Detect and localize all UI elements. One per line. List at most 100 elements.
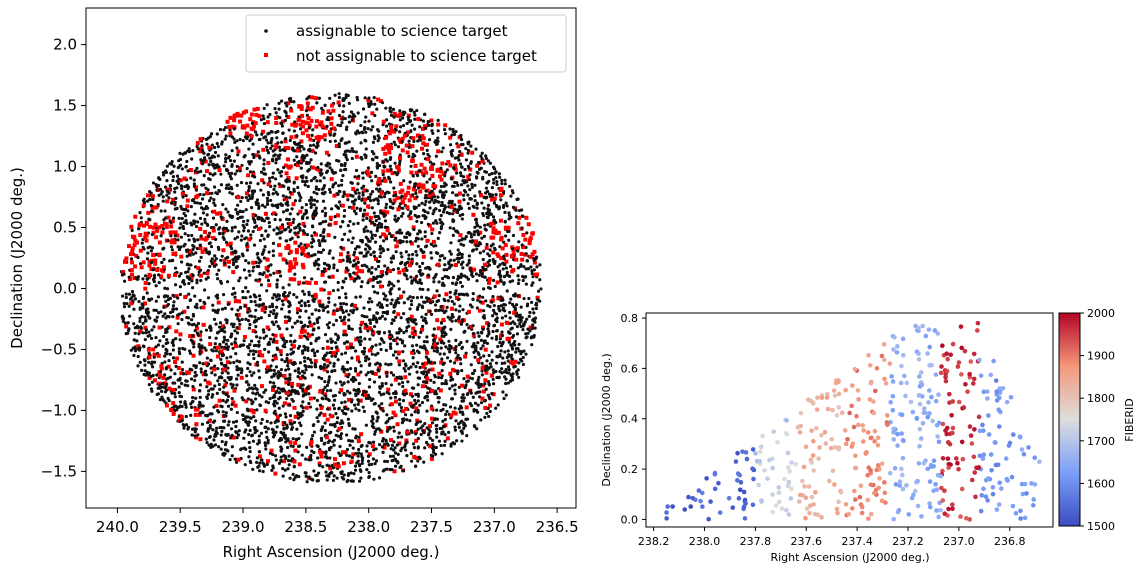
assignable-point: [288, 196, 291, 199]
assignable-point: [280, 122, 283, 125]
assignable-point: [346, 251, 349, 254]
assignable-point: [463, 396, 466, 399]
assignable-point: [370, 271, 373, 274]
assignable-point: [332, 323, 335, 326]
assignable-point: [443, 311, 446, 314]
assignable-point: [362, 218, 365, 221]
assignable-point: [235, 146, 238, 149]
assignable-point: [408, 373, 411, 376]
assignable-point: [420, 315, 423, 318]
assignable-point: [264, 447, 267, 450]
not-assignable-point: [396, 312, 400, 316]
assignable-point: [281, 124, 284, 127]
assignable-point: [441, 408, 444, 411]
assignable-point: [336, 421, 339, 424]
assignable-point: [391, 416, 394, 419]
assignable-point: [260, 283, 263, 286]
assignable-point: [322, 200, 325, 203]
assignable-point: [224, 153, 227, 156]
assignable-point: [435, 289, 438, 292]
assignable-point: [443, 263, 446, 266]
assignable-point: [204, 207, 207, 210]
assignable-point: [363, 202, 366, 205]
assignable-point: [469, 144, 472, 147]
not-assignable-point: [153, 262, 157, 266]
assignable-point: [263, 465, 266, 468]
assignable-point: [530, 336, 533, 339]
assignable-point: [287, 294, 290, 297]
assignable-point: [174, 365, 177, 368]
assignable-point: [163, 360, 166, 363]
assignable-point: [440, 185, 443, 188]
not-assignable-point: [454, 412, 458, 416]
assignable-point: [452, 167, 455, 170]
assignable-point: [458, 357, 461, 360]
assignable-point: [280, 100, 283, 103]
assignable-point: [358, 245, 361, 248]
assignable-point: [181, 167, 184, 170]
assignable-point: [508, 185, 511, 188]
assignable-point: [127, 329, 130, 332]
assignable-point: [289, 212, 292, 215]
assignable-point: [303, 364, 306, 367]
assignable-point: [336, 269, 339, 272]
assignable-point: [343, 473, 346, 476]
assignable-point: [475, 272, 478, 275]
assignable-point: [144, 318, 147, 321]
assignable-point: [317, 420, 320, 423]
assignable-point: [488, 354, 491, 357]
assignable-point: [159, 383, 162, 386]
assignable-point: [293, 129, 296, 132]
assignable-point: [226, 169, 229, 172]
assignable-point: [415, 280, 418, 283]
assignable-point: [343, 153, 346, 156]
not-assignable-point: [262, 359, 266, 363]
assignable-point: [242, 437, 245, 440]
assignable-point: [483, 382, 486, 385]
not-assignable-point: [261, 308, 265, 312]
assignable-point: [381, 440, 384, 443]
assignable-point: [278, 116, 281, 119]
not-assignable-point: [440, 161, 444, 165]
assignable-point: [489, 287, 492, 290]
assignable-point: [251, 468, 254, 471]
assignable-point: [421, 325, 424, 328]
assignable-point: [190, 234, 193, 237]
assignable-point: [255, 304, 258, 307]
assignable-point: [362, 107, 365, 110]
assignable-point: [160, 234, 163, 237]
assignable-point: [248, 370, 251, 373]
assignable-point: [389, 468, 392, 471]
assignable-point: [406, 318, 409, 321]
assignable-point: [478, 241, 481, 244]
assignable-point: [213, 254, 216, 257]
assignable-point: [376, 412, 379, 415]
assignable-point: [225, 184, 228, 187]
assignable-point: [435, 155, 438, 158]
assignable-point: [226, 210, 229, 213]
not-assignable-point: [411, 159, 415, 163]
assignable-point: [524, 275, 527, 278]
assignable-point: [216, 297, 219, 300]
assignable-point: [533, 319, 536, 322]
assignable-point: [466, 184, 469, 187]
not-assignable-point: [333, 457, 337, 461]
assignable-point: [218, 388, 221, 391]
assignable-point: [373, 211, 376, 214]
assignable-point: [402, 124, 405, 127]
not-assignable-point: [308, 281, 312, 285]
assignable-point: [276, 279, 279, 282]
assignable-point: [418, 366, 421, 369]
assignable-point: [435, 446, 438, 449]
not-assignable-point: [423, 167, 427, 171]
assignable-point: [440, 382, 443, 385]
not-assignable-point: [157, 354, 161, 358]
assignable-point: [385, 125, 388, 128]
assignable-point: [358, 480, 361, 483]
assignable-point: [417, 437, 420, 440]
not-assignable-point: [251, 261, 255, 265]
assignable-point: [286, 364, 289, 367]
assignable-point: [465, 340, 468, 343]
assignable-point: [205, 438, 208, 441]
assignable-point: [318, 222, 321, 225]
